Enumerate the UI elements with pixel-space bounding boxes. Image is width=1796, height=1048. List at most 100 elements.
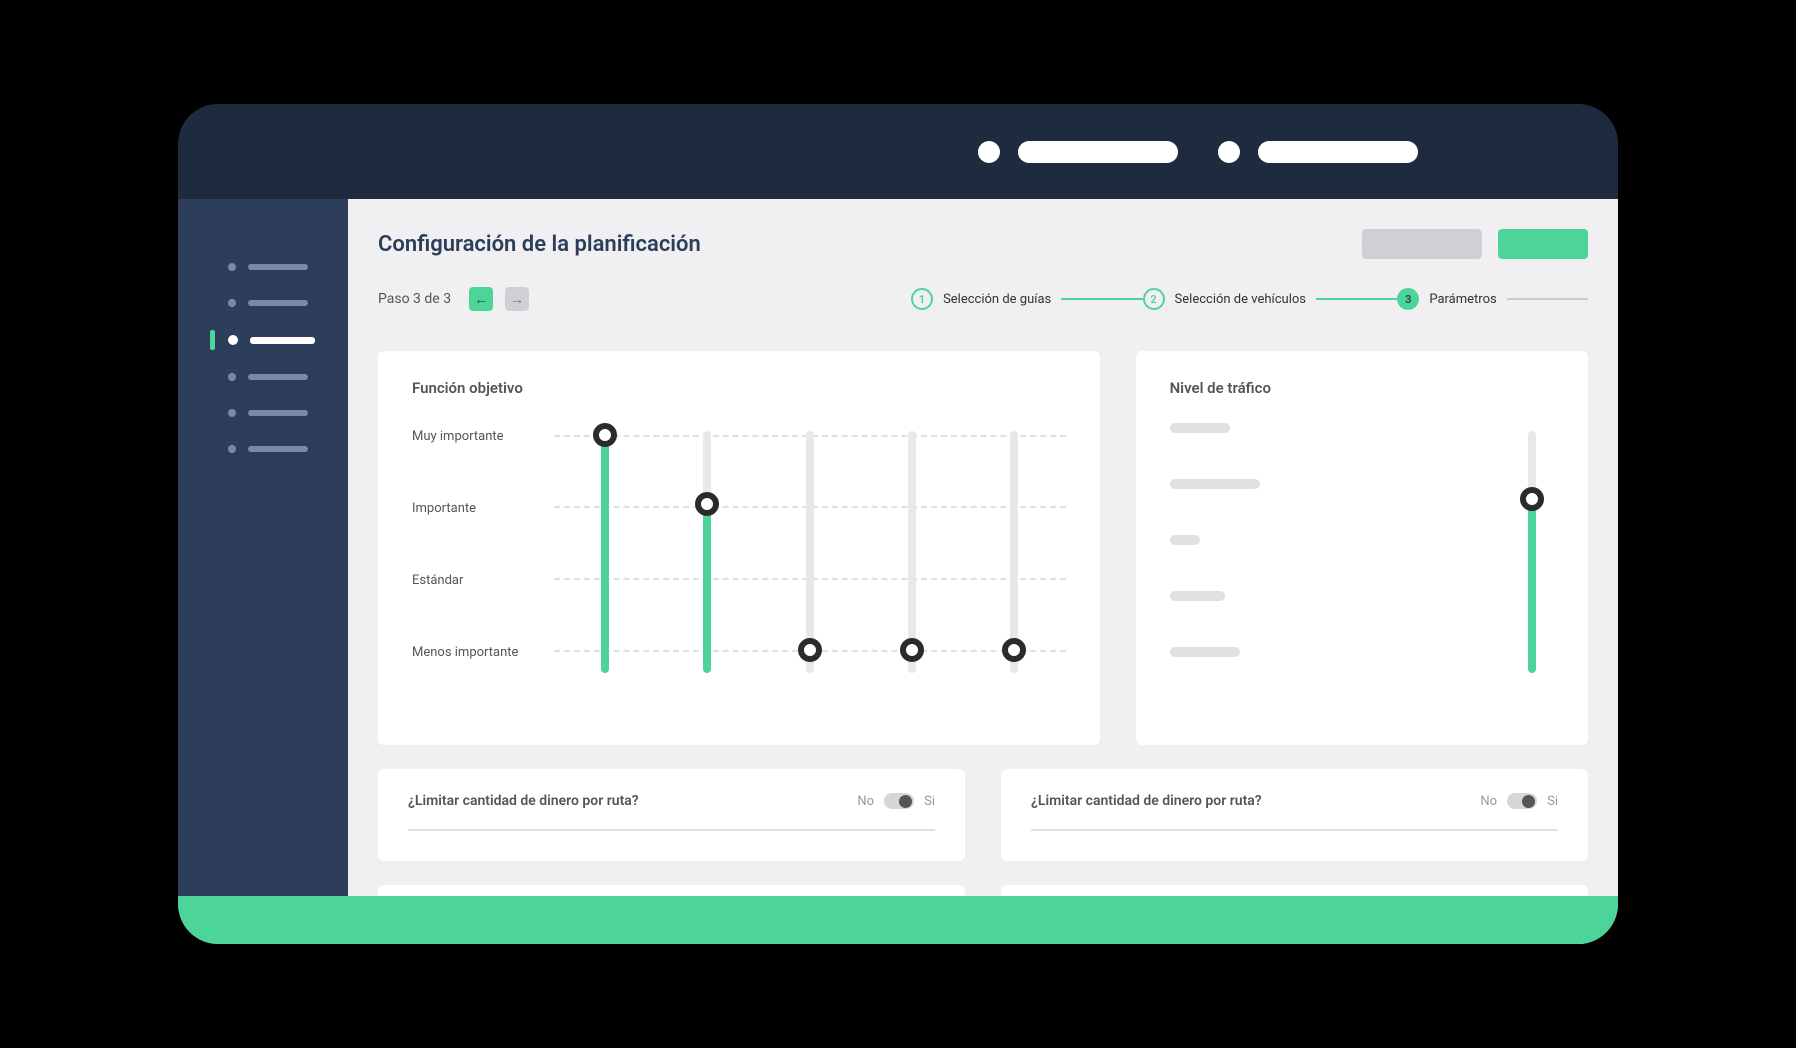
traffic-content bbox=[1170, 423, 1554, 663]
limit-money-card-1: ¿Limitar cantidad de dinero por ruta? No… bbox=[378, 769, 965, 861]
slider-handle[interactable] bbox=[593, 423, 617, 447]
sidebar-item-4[interactable] bbox=[178, 359, 348, 395]
step-indicator: 1 Selección de guías 2 Selección de vehí… bbox=[911, 288, 1588, 310]
qcard-header: ¿Limitar cantidad de dinero por ruta? No… bbox=[408, 793, 935, 809]
objective-slider-2[interactable] bbox=[695, 423, 719, 663]
traffic-card: Nivel de tráfico bbox=[1136, 351, 1588, 745]
sidebar-item-3[interactable] bbox=[178, 321, 348, 359]
objective-slider-1[interactable] bbox=[593, 423, 617, 663]
step-circle-2[interactable]: 2 bbox=[1143, 288, 1165, 310]
sidebar-label-placeholder bbox=[248, 410, 308, 416]
traffic-label-placeholder bbox=[1170, 423, 1230, 433]
sidebar-item-6[interactable] bbox=[178, 431, 348, 467]
traffic-title: Nivel de tráfico bbox=[1170, 379, 1554, 397]
topbar bbox=[178, 104, 1618, 199]
secondary-button[interactable] bbox=[1362, 229, 1482, 259]
primary-button[interactable] bbox=[1498, 229, 1588, 259]
sidebar bbox=[178, 199, 348, 944]
objective-slider-5[interactable] bbox=[1002, 423, 1026, 663]
sidebar-item-2[interactable] bbox=[178, 285, 348, 321]
limit-money-toggle-1[interactable] bbox=[884, 793, 914, 809]
level-label-3: Estándar bbox=[412, 573, 542, 645]
limit-money-title-1: ¿Limitar cantidad de dinero por ruta? bbox=[408, 793, 639, 809]
toggle-si-label: Si bbox=[924, 794, 935, 809]
next-button[interactable]: → bbox=[505, 287, 529, 311]
sidebar-label-placeholder bbox=[248, 446, 308, 452]
sidebar-dot-icon bbox=[228, 299, 236, 307]
topbar-pill-placeholder bbox=[1258, 141, 1418, 163]
step-connector bbox=[1316, 298, 1397, 301]
sidebar-label-placeholder bbox=[248, 264, 308, 270]
divider bbox=[1031, 829, 1558, 831]
slider-area: Muy importante Importante Estándar Menos… bbox=[412, 423, 1066, 717]
sidebar-label-placeholder bbox=[248, 300, 308, 306]
topbar-item-2[interactable] bbox=[1218, 141, 1418, 163]
slider-handle[interactable] bbox=[798, 638, 822, 662]
level-label-4: Menos importante bbox=[412, 645, 542, 717]
slider-tracks bbox=[554, 423, 1066, 663]
sidebar-dot-icon bbox=[228, 373, 236, 381]
slider-fill bbox=[601, 435, 609, 673]
sidebar-label-placeholder bbox=[250, 337, 315, 344]
sidebar-dot-icon bbox=[228, 335, 238, 345]
topbar-item-1[interactable] bbox=[978, 141, 1178, 163]
traffic-slider[interactable] bbox=[1520, 423, 1544, 663]
level-label-2: Importante bbox=[412, 501, 542, 573]
prev-button[interactable]: ← bbox=[469, 287, 493, 311]
step-name-1: Selección de guías bbox=[943, 292, 1051, 307]
topbar-pill-placeholder bbox=[1018, 141, 1178, 163]
objective-title: Función objetivo bbox=[412, 379, 1066, 397]
limit-money-card-2: ¿Limitar cantidad de dinero por ruta? No… bbox=[1001, 769, 1588, 861]
toggle-no-label: No bbox=[1480, 794, 1497, 809]
slider-handle[interactable] bbox=[1520, 487, 1544, 511]
toggle-group: No Si bbox=[857, 793, 935, 809]
slider-track bbox=[806, 431, 814, 673]
level-label-1: Muy importante bbox=[412, 429, 542, 501]
step-name-2: Selección de vehículos bbox=[1175, 292, 1306, 307]
sidebar-item-1[interactable] bbox=[178, 249, 348, 285]
objective-slider-4[interactable] bbox=[900, 423, 924, 663]
topbar-dot-icon bbox=[978, 141, 1000, 163]
qcard-header: ¿Limitar cantidad de dinero por ruta? No… bbox=[1031, 793, 1558, 809]
cards-row-2: ¿Limitar cantidad de dinero por ruta? No… bbox=[378, 769, 1588, 861]
traffic-slider-wrap bbox=[1290, 423, 1554, 663]
header-row: Configuración de la planificación bbox=[378, 229, 1588, 259]
bottom-bar bbox=[178, 896, 1618, 944]
traffic-label-placeholder bbox=[1170, 479, 1260, 489]
limit-money-title-2: ¿Limitar cantidad de dinero por ruta? bbox=[1031, 793, 1262, 809]
slider-handle[interactable] bbox=[900, 638, 924, 662]
sidebar-label-placeholder bbox=[248, 374, 308, 380]
step-connector bbox=[1061, 298, 1142, 301]
slider-track bbox=[1010, 431, 1018, 673]
topbar-dot-icon bbox=[1218, 141, 1240, 163]
sidebar-dot-icon bbox=[228, 409, 236, 417]
content: Configuración de la planificación Paso 3… bbox=[348, 199, 1618, 944]
page-title: Configuración de la planificación bbox=[378, 232, 701, 257]
step-circle-1[interactable]: 1 bbox=[911, 288, 933, 310]
slider-handle[interactable] bbox=[1002, 638, 1026, 662]
slider-fill bbox=[1528, 499, 1536, 673]
traffic-label-placeholder bbox=[1170, 535, 1200, 545]
stepper-row: Paso 3 de 3 ← → 1 Selección de guías 2 S… bbox=[378, 287, 1588, 311]
app-frame: Configuración de la planificación Paso 3… bbox=[178, 104, 1618, 944]
slider-fill bbox=[703, 504, 711, 673]
traffic-label-placeholder bbox=[1170, 647, 1240, 657]
limit-money-toggle-2[interactable] bbox=[1507, 793, 1537, 809]
step-circle-3[interactable]: 3 bbox=[1397, 288, 1419, 310]
traffic-label-placeholder bbox=[1170, 591, 1225, 601]
objective-card: Función objetivo Muy importante Importan… bbox=[378, 351, 1100, 745]
step-label: Paso 3 de 3 bbox=[378, 291, 451, 307]
step-name-3: Parámetros bbox=[1429, 292, 1496, 307]
sidebar-item-5[interactable] bbox=[178, 395, 348, 431]
slider-track bbox=[908, 431, 916, 673]
header-buttons bbox=[1362, 229, 1588, 259]
sidebar-dot-icon bbox=[228, 263, 236, 271]
slider-handle[interactable] bbox=[695, 492, 719, 516]
toggle-si-label: Si bbox=[1547, 794, 1558, 809]
objective-slider-3[interactable] bbox=[798, 423, 822, 663]
toggle-no-label: No bbox=[857, 794, 874, 809]
slider-labels: Muy importante Importante Estándar Menos… bbox=[412, 423, 542, 717]
divider bbox=[408, 829, 935, 831]
toggle-group: No Si bbox=[1480, 793, 1558, 809]
cards-row-1: Función objetivo Muy importante Importan… bbox=[378, 351, 1588, 745]
